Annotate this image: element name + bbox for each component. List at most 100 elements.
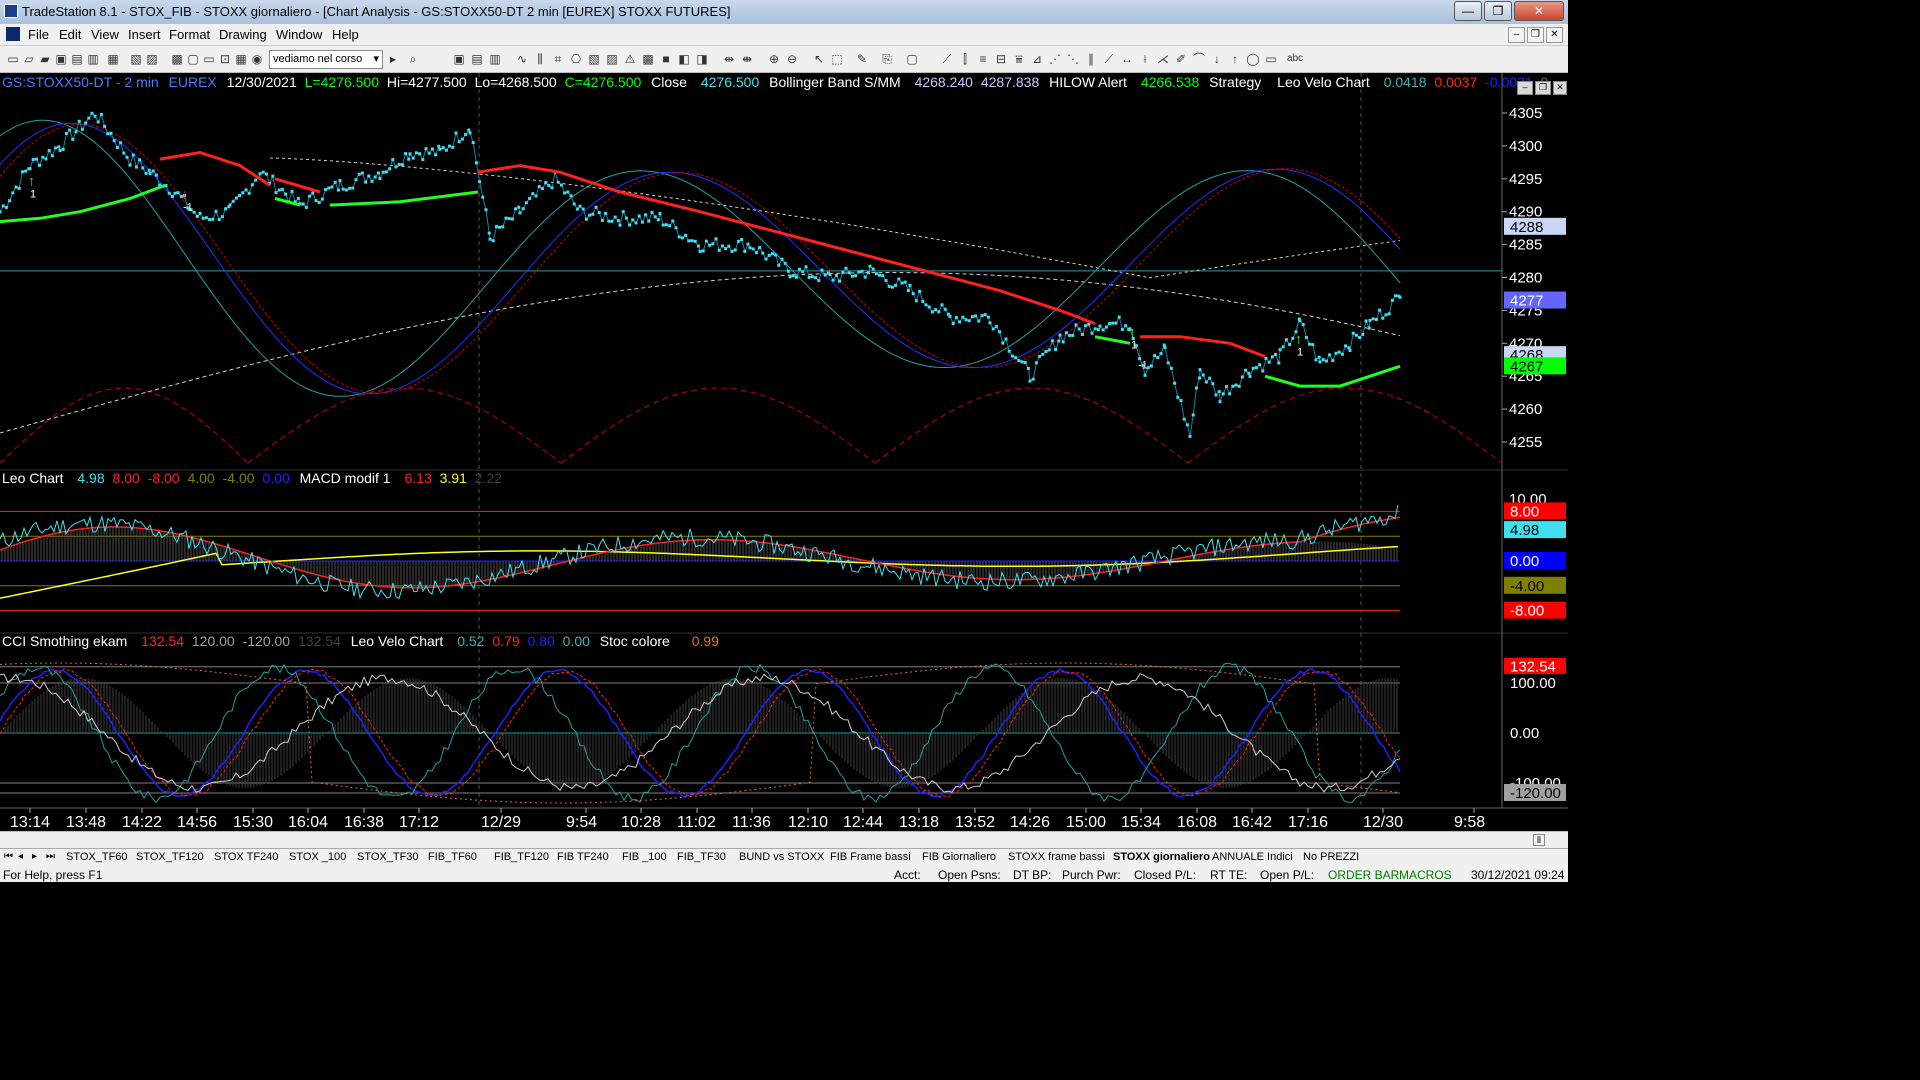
tools-icon[interactable]: ✎ — [856, 52, 868, 66]
andrews-icon[interactable]: ⋌ — [1157, 52, 1169, 66]
mdi-close-button[interactable]: ✕ — [1546, 27, 1563, 43]
tab-fib-tf60[interactable]: FIB_TF60 — [428, 851, 477, 863]
channel-icon[interactable]: ⊟ — [995, 52, 1007, 66]
maximize-button[interactable]: ❐ — [1484, 1, 1512, 21]
pointer-icon[interactable]: ↖ — [813, 52, 825, 66]
arrow-down-icon[interactable]: ↓ — [1214, 52, 1220, 66]
tab-no-prezzi[interactable]: No PREZZI — [1303, 851, 1360, 863]
scanner-icon[interactable]: ▨ — [606, 52, 618, 66]
radar-icon[interactable]: ▤ — [471, 52, 483, 66]
tab-nav-prev[interactable]: ◂ — [18, 851, 24, 862]
tab-fib-tf240[interactable]: FIB TF240 — [557, 851, 609, 863]
alert-icon[interactable]: ⚠ — [624, 52, 636, 66]
menu-help[interactable]: Help — [332, 27, 359, 42]
zoom-out-icon[interactable]: ⊖ — [786, 52, 798, 66]
tab-nav-next[interactable]: ▸ — [32, 851, 38, 862]
tab-stoxx-frame-bassi[interactable]: STOXX frame bassi — [1008, 851, 1105, 863]
menu-edit[interactable]: Edit — [59, 27, 82, 42]
zoom-bars-icon[interactable]: ⇹ — [723, 52, 735, 66]
chart-minimize-button[interactable]: – — [1517, 81, 1533, 95]
print-preview-icon[interactable]: ▦ — [107, 52, 119, 66]
wave-icon[interactable]: ∿ — [516, 52, 528, 66]
tab-nav-first[interactable]: ⏮ — [4, 851, 13, 862]
vline-icon[interactable]: ⫿ — [963, 52, 967, 66]
workspace-combo[interactable]: vediamo nel corso ▾ — [269, 50, 383, 69]
ticker-icon[interactable]: ▩ — [642, 52, 654, 66]
open-icon[interactable]: ▱ — [24, 52, 34, 66]
menu-view[interactable]: View — [91, 27, 119, 42]
print-icon[interactable]: ▧ — [130, 52, 142, 66]
menu-insert[interactable]: Insert — [128, 27, 161, 42]
menu-drawing[interactable]: Drawing — [219, 27, 267, 42]
tab-fib-tf120[interactable]: FIB_TF120 — [494, 851, 550, 863]
pen-icon[interactable]: ✐ — [1175, 52, 1187, 66]
chart-horizontal-scrollbar[interactable]: ⦀ — [0, 831, 1568, 848]
tab-fib-tf30[interactable]: FIB_TF30 — [677, 851, 726, 863]
window-link-icon[interactable]: ◨ — [696, 52, 708, 66]
arrow-up-icon[interactable]: ↑ — [1232, 52, 1238, 66]
mdi-restore-button[interactable]: ❐ — [1527, 27, 1544, 43]
close-button[interactable]: ✕ — [1514, 1, 1564, 21]
tab-stoxx-giornaliero[interactable]: STOXX giornaliero — [1113, 851, 1210, 863]
status-icon[interactable]: ◧ — [678, 52, 690, 66]
globe-icon[interactable]: ◉ — [251, 52, 263, 66]
status-order-bar[interactable]: ORDER BAR — [1328, 868, 1400, 882]
chart-window-icon[interactable]: ▣ — [453, 52, 465, 66]
play-icon[interactable]: ▸ — [389, 52, 397, 66]
fan-icon[interactable]: ⟋ — [1104, 52, 1114, 66]
scroll-thumb[interactable]: ⦀ — [1533, 834, 1545, 846]
rectangle-icon[interactable]: ▭ — [1265, 52, 1277, 66]
export-icon[interactable]: ⎘ — [882, 52, 892, 66]
properties-icon[interactable]: ▢ — [906, 52, 918, 66]
copy-icon[interactable]: ▤ — [71, 52, 83, 66]
folder-icon[interactable]: ▰ — [40, 52, 50, 66]
tab-annuale-indici[interactable]: ANNUALE Indici — [1212, 851, 1293, 863]
tab-bund-vs-stoxx[interactable]: BUND vs STOXX — [739, 851, 825, 863]
tab-stox-tf240[interactable]: STOX TF240 — [214, 851, 279, 863]
tab-stox-tf30[interactable]: STOX_TF30 — [357, 851, 419, 863]
format-icon[interactable]: ▧ — [588, 52, 600, 66]
select-icon[interactable]: ⬚ — [831, 52, 843, 66]
minimize-button[interactable]: — — [1454, 1, 1482, 21]
tab-fib-giornaliero[interactable]: FIB Giornaliero — [922, 851, 996, 863]
indicator-icon[interactable]: ⌗ — [554, 52, 562, 66]
strategy-icon[interactable]: ⎔ — [570, 52, 582, 66]
status-macros[interactable]: MACROS — [1399, 868, 1452, 882]
lock-icon[interactable]: ⊡ — [219, 52, 231, 66]
printer-icon[interactable]: ▨ — [146, 52, 158, 66]
cycle-icon[interactable]: ⟊ — [1143, 52, 1147, 66]
speed-icon[interactable]: ⋰ — [1049, 52, 1061, 66]
menu-file[interactable]: File — [28, 27, 49, 42]
tab-fib-100[interactable]: FIB _100 — [622, 851, 667, 863]
compress-icon[interactable]: ⇼ — [741, 52, 753, 66]
save-icon[interactable]: ▣ — [55, 52, 67, 66]
cascade-icon[interactable]: ▭ — [203, 52, 215, 66]
gann-icon[interactable]: ⊿ — [1031, 52, 1043, 66]
zoom-in-icon[interactable]: ⊕ — [768, 52, 780, 66]
chart-restore-button[interactable]: ❐ — [1535, 81, 1551, 95]
chart-canvas[interactable]: ↑1 ↓-1↑1↓-1↑1 430543004295429042854280427… — [0, 73, 1568, 836]
menu-format[interactable]: Format — [169, 27, 211, 42]
bars-icon[interactable]: ⫼ — [537, 52, 543, 66]
curve-icon[interactable]: ⌒ — [1192, 52, 1205, 66]
parallel-icon[interactable]: ∥ — [1088, 52, 1094, 66]
document-icon[interactable] — [6, 27, 20, 41]
tile-icon[interactable]: ▢ — [187, 52, 199, 66]
data-icon[interactable]: ■ — [662, 52, 670, 66]
text-icon[interactable]: abc — [1286, 53, 1304, 64]
chart-window[interactable]: ↑ 1 ↓ -1 ↑ 1 ↓ -1 ↑ 1 4305 4300 4295 4290 4285 4280 427… — [0, 73, 1568, 836]
window-icon[interactable]: ▩ — [171, 52, 183, 66]
tab-nav-last[interactable]: ⏭ — [46, 851, 55, 862]
matrix-icon[interactable]: ▥ — [489, 52, 501, 66]
tab-stox-tf120[interactable]: STOX_TF120 — [136, 851, 204, 863]
grid-icon[interactable]: ▦ — [235, 52, 247, 66]
tab-stox-100[interactable]: STOX _100 — [289, 851, 347, 863]
new-icon[interactable]: ▭ — [7, 52, 19, 66]
chevron-down-icon[interactable]: ▾ — [373, 53, 379, 65]
paste-icon[interactable]: ▥ — [87, 52, 99, 66]
fib-icon[interactable]: ⩸ — [1015, 52, 1023, 66]
trendline-icon[interactable]: ⟋ — [942, 52, 952, 66]
find-icon[interactable]: ⌕ — [409, 52, 417, 66]
arrow-both-icon[interactable]: ↔ — [1121, 52, 1133, 66]
ellipse-icon[interactable]: ◯ — [1246, 52, 1260, 66]
